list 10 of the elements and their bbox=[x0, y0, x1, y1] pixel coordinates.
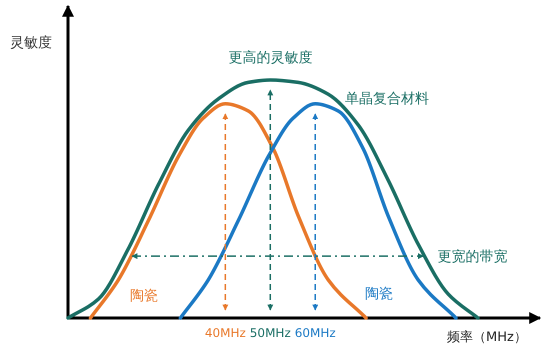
x-tick-label: 40MHz bbox=[204, 326, 246, 340]
x-axis-title: 频率（MHz） bbox=[447, 329, 527, 345]
series-label: 陶瓷 bbox=[365, 286, 393, 302]
x-tick-label: 60MHz bbox=[294, 326, 336, 340]
ref-line-label: 更宽的带宽 bbox=[437, 249, 508, 266]
x-tick-label: 50MHz bbox=[250, 326, 291, 340]
series-label: 陶瓷 bbox=[130, 288, 158, 304]
ref-line-label: 更高的灵敏度 bbox=[228, 50, 312, 66]
series-label: 单晶复合材料 bbox=[345, 91, 429, 107]
y-axis-title: 灵敏度 bbox=[10, 35, 52, 51]
